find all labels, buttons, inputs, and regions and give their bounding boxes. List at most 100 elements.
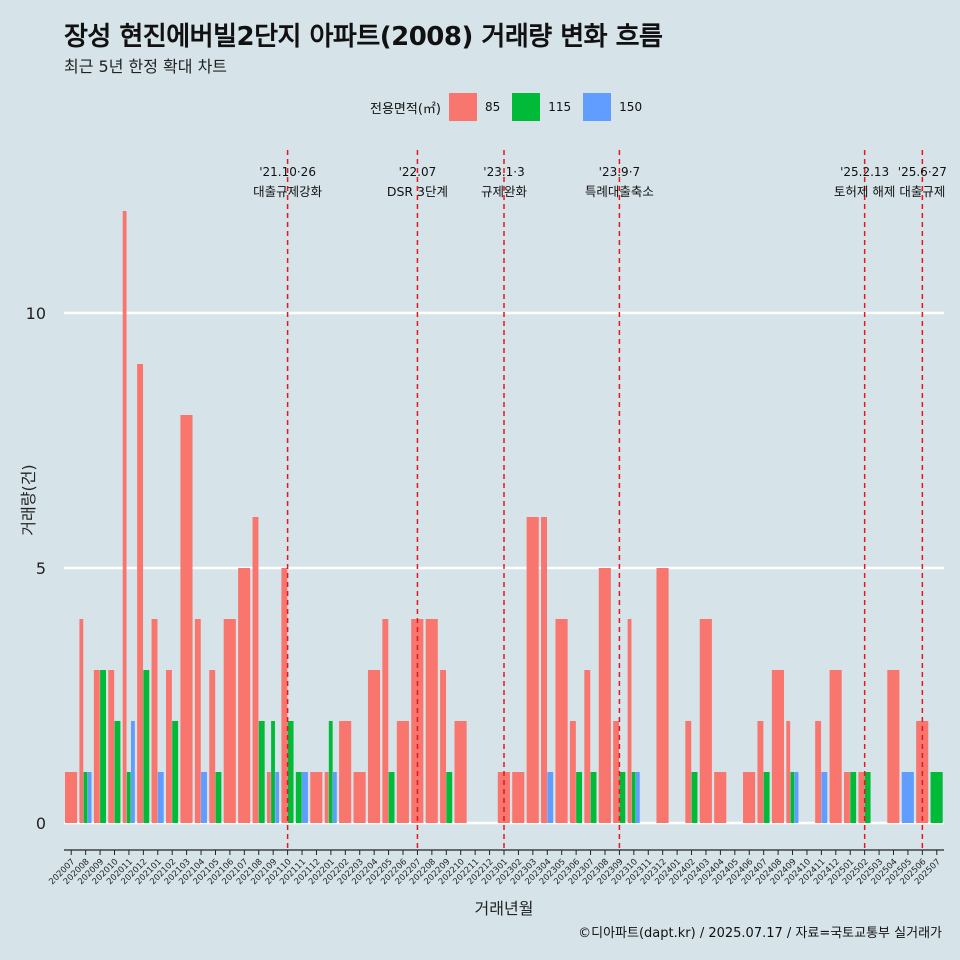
bar-115-202102 [172,721,179,823]
bar-85-202208 [425,619,438,823]
bar-85-202404 [714,772,727,823]
bar-115-202109 [271,721,275,823]
bar-85-202008 [79,619,84,823]
bar-85-202409 [786,721,791,823]
bar-85-202403 [699,619,712,823]
event-label: 특례대출축소 [585,184,654,199]
y-axis-title: 거래량(건) [19,464,38,535]
bar-85-202009 [93,670,100,823]
legend-title: 전용면적(㎡) [370,101,441,117]
event-label: 토허제 해제 [834,184,895,199]
legend-item-85: 85 [448,93,506,121]
bar-115-202409 [790,772,795,823]
bar-85-202408 [771,670,785,823]
bar-85-202504 [887,670,900,823]
bar-85-202209 [440,670,446,823]
legend-swatch-85 [448,93,477,121]
bar-150-202101 [157,772,164,823]
event-label: DSR 3단계 [387,184,448,199]
legend-swatch-150 [583,93,612,121]
bar-85-202306 [569,721,576,823]
bar-85-202301 [497,772,510,823]
bar-150-202111 [302,772,308,823]
event-date: '23.1·3 [483,165,524,179]
event-date: '23.9·7 [599,165,640,179]
legend-swatch-115 [512,93,541,121]
bar-85-202203 [353,772,366,823]
chart-title: 장성 현진에버빌2단지 아파트(2008) 거래량 변화 흐름 [64,22,663,52]
legend: 전용면적(㎡) 85 115 150 [370,92,654,122]
bar-115-202201 [328,721,333,823]
bar-150-202409 [794,772,799,823]
bar-85-202502 [858,772,865,823]
bar-115-202307 [590,772,597,823]
bar-85-202010 [108,670,115,823]
bar-150-202011 [130,721,135,823]
bar-85-202210 [454,721,467,823]
bar-115-202310 [631,772,636,823]
bar-85-202007 [65,772,78,823]
bar-115-202209 [446,772,453,823]
bar-85-202308 [598,568,611,823]
bar-85-202302 [512,772,525,823]
bar-150-202310 [635,772,640,823]
bar-85-202103 [180,415,193,823]
event-date: '25.6·27 [898,165,947,179]
bar-85-202108 [252,517,259,823]
bar-115-202009 [100,670,106,823]
bar-150-202201 [332,772,337,823]
bar-150-202304 [547,772,554,823]
bar-115-202012 [143,670,150,823]
bar-85-202206 [396,721,409,823]
bar-115-202008 [83,772,88,823]
bar-85-202303 [526,517,539,823]
bar-150-202008 [87,772,92,823]
x-axis-title: 거래년월 [475,899,534,918]
event-label: 규제완화 [481,184,528,199]
event-label: 대출규제강화 [253,184,323,199]
bar-85-202101 [151,619,158,823]
event-date: '21.10·26 [259,165,316,179]
bar-85-202105 [209,670,216,823]
bar-115-202011 [126,772,131,823]
bar-85-202202 [339,721,352,823]
bar-115-202309 [619,772,626,823]
bar-115-202010 [114,721,121,823]
bar-85-202205 [382,619,389,823]
bar-150-202411 [821,772,828,823]
legend-label-150: 150 [619,100,643,114]
bar-85-202304 [541,517,547,823]
bar-85-202012 [137,364,144,823]
bar-150-202104 [201,772,207,823]
bar-85-202110 [281,568,288,823]
bar-115-202407 [763,772,770,823]
bar-115-202502 [864,772,871,823]
bar-115-202402 [691,772,698,823]
bar-85-202106 [223,619,236,823]
bar-85-202112 [310,772,323,823]
bar-85-202407 [757,721,764,823]
bar-150-202109 [275,772,280,823]
bar-85-202011 [122,211,127,823]
bar-85-202104 [194,619,201,823]
chart-subtitle: 최근 5년 한정 확대 차트 [64,57,228,76]
bar-85-202310 [627,619,632,823]
y-tick-label: 0 [36,814,46,833]
bar-85-202412 [829,670,842,823]
bar-85-202102 [165,670,172,823]
bar-115-202110 [287,721,294,823]
legend-label-115: 115 [548,100,572,114]
bar-85-202305 [555,619,568,823]
bar-85-202307 [584,670,591,823]
bar-85-202406 [743,772,756,823]
bar-115-202108 [258,721,265,823]
bar-115-202507 [930,772,943,823]
bar-85-202402 [685,721,692,823]
legend-item-150: 150 [583,93,648,121]
event-date: '22.07 [399,165,437,179]
footer-credit: ©디아파트(dapt.kr) / 2025.07.17 / 자료=국토교통부 실… [578,926,942,941]
bar-85-202411 [815,721,822,823]
y-tick-label: 10 [26,304,46,323]
legend-item-115: 115 [512,93,577,121]
